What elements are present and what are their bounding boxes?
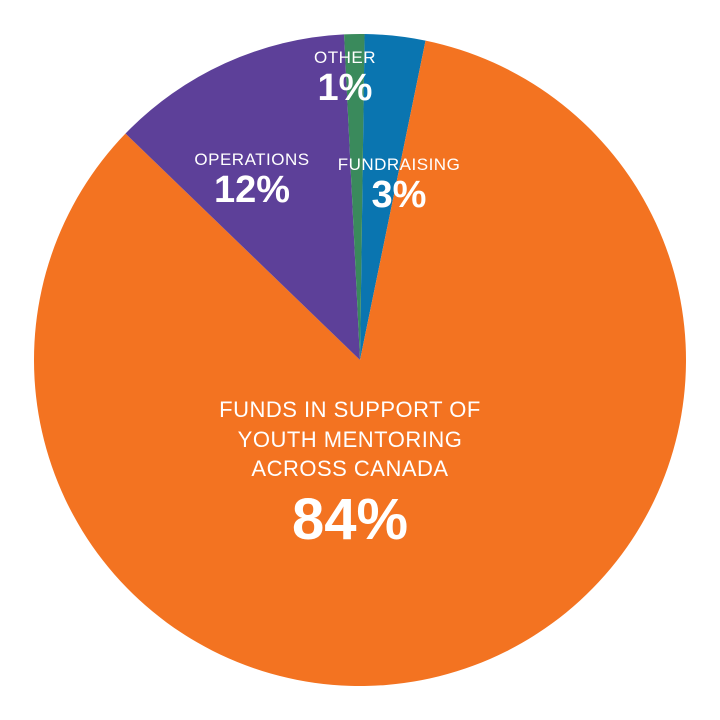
slice-label-other: OTHER 1% xyxy=(295,48,395,110)
slice-other xyxy=(344,34,365,361)
slice-label-funds: FUNDS IN SUPPORT OF YOUTH MENTORING ACRO… xyxy=(200,395,500,552)
slice-value-operations: 12% xyxy=(213,169,291,211)
slice-name-other: OTHER xyxy=(314,48,376,67)
slice-funds xyxy=(33,40,687,687)
slice-label-fundraising: FUNDRAISING 3% xyxy=(329,155,469,217)
slice-label-operations: OPERATIONS 12% xyxy=(182,150,322,212)
slice-name-funds: FUNDS IN SUPPORT OF YOUTH MENTORING ACRO… xyxy=(219,397,481,482)
slice-value-funds: 84% xyxy=(291,487,409,553)
slice-name-fundraising: FUNDRAISING xyxy=(337,155,461,174)
slice-name-operations: OPERATIONS xyxy=(194,150,310,169)
slice-value-fundraising: 3% xyxy=(371,174,427,216)
slice-fundraising xyxy=(360,34,426,361)
slice-operations xyxy=(125,34,360,361)
slice-value-other: 1% xyxy=(317,67,373,109)
